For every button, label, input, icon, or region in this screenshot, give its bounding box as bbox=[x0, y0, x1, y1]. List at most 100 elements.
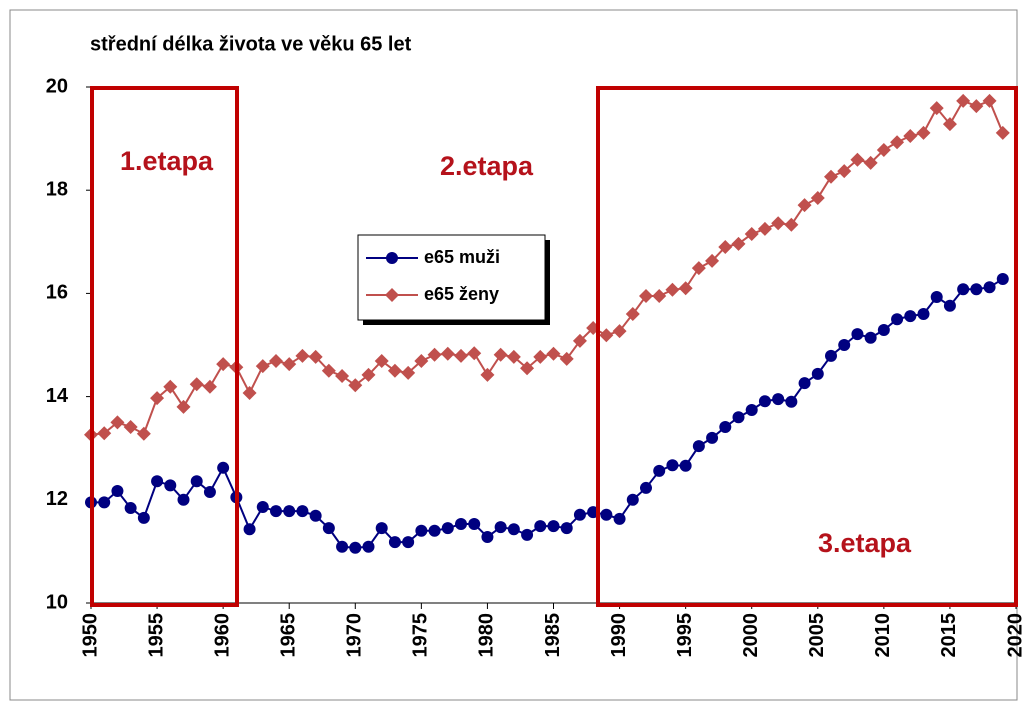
marker bbox=[983, 281, 996, 294]
marker bbox=[124, 502, 137, 515]
marker bbox=[864, 331, 877, 344]
marker bbox=[242, 385, 257, 400]
marker bbox=[348, 378, 363, 393]
marker bbox=[732, 411, 745, 424]
marker bbox=[402, 536, 415, 549]
x-tick-label: 1990 bbox=[608, 613, 630, 658]
marker bbox=[123, 420, 138, 435]
marker bbox=[996, 272, 1009, 285]
marker bbox=[851, 328, 864, 341]
marker bbox=[190, 475, 203, 488]
marker bbox=[572, 333, 587, 348]
marker bbox=[877, 324, 890, 337]
marker bbox=[150, 391, 165, 406]
marker bbox=[506, 349, 521, 364]
marker bbox=[837, 164, 852, 179]
marker bbox=[784, 217, 799, 232]
marker bbox=[758, 395, 771, 408]
marker bbox=[995, 125, 1010, 140]
marker bbox=[573, 508, 586, 521]
marker bbox=[309, 509, 322, 522]
x-tick-label: 1995 bbox=[674, 613, 696, 658]
marker bbox=[387, 363, 402, 378]
marker bbox=[534, 520, 547, 533]
marker bbox=[692, 440, 705, 453]
marker bbox=[903, 129, 918, 144]
y-tick-label: 18 bbox=[46, 178, 68, 200]
marker bbox=[177, 493, 190, 506]
marker bbox=[428, 524, 441, 537]
marker bbox=[957, 283, 970, 296]
x-tick-label: 1955 bbox=[145, 613, 167, 658]
chart-title: střední délka života ve věku 65 let bbox=[90, 33, 412, 55]
x-tick-label: 1980 bbox=[476, 613, 498, 658]
marker bbox=[137, 511, 150, 524]
marker bbox=[151, 475, 164, 488]
marker bbox=[678, 281, 693, 296]
marker bbox=[810, 190, 825, 205]
marker bbox=[929, 101, 944, 116]
y-tick-label: 20 bbox=[46, 75, 68, 97]
marker bbox=[705, 253, 720, 268]
marker bbox=[480, 367, 495, 382]
marker bbox=[930, 291, 943, 304]
marker bbox=[890, 135, 905, 150]
marker bbox=[559, 351, 574, 366]
marker bbox=[719, 421, 732, 434]
x-tick-label: 1950 bbox=[79, 613, 101, 658]
marker bbox=[772, 393, 785, 406]
marker bbox=[825, 349, 837, 362]
marker bbox=[731, 236, 746, 251]
marker bbox=[217, 461, 230, 474]
marker bbox=[917, 308, 930, 321]
marker bbox=[706, 431, 719, 444]
series-line bbox=[90, 99, 1004, 436]
marker bbox=[427, 347, 442, 362]
marker bbox=[362, 540, 375, 553]
marker bbox=[785, 395, 798, 408]
x-tick-label: 2010 bbox=[872, 613, 894, 658]
marker bbox=[336, 540, 349, 553]
x-tick-label: 2005 bbox=[806, 613, 828, 658]
marker bbox=[308, 349, 323, 364]
x-tick-label: 2020 bbox=[1004, 613, 1026, 658]
x-tick-label: 1975 bbox=[410, 613, 432, 658]
marker bbox=[388, 536, 401, 549]
marker bbox=[321, 363, 336, 378]
x-tick-label: 1970 bbox=[344, 613, 366, 658]
marker bbox=[533, 349, 548, 364]
marker bbox=[613, 512, 626, 525]
marker bbox=[652, 288, 667, 303]
marker bbox=[270, 505, 282, 518]
marker bbox=[863, 155, 878, 170]
marker bbox=[850, 152, 865, 167]
marker bbox=[757, 221, 772, 236]
marker bbox=[666, 459, 679, 472]
stage-box bbox=[596, 86, 1018, 607]
marker bbox=[626, 493, 639, 506]
marker bbox=[454, 348, 468, 363]
x-tick-label: 1985 bbox=[542, 613, 564, 658]
marker bbox=[982, 93, 997, 108]
marker bbox=[546, 346, 561, 361]
marker bbox=[600, 508, 613, 521]
marker bbox=[494, 521, 507, 534]
marker bbox=[97, 426, 112, 441]
marker bbox=[970, 283, 983, 296]
marker bbox=[942, 117, 957, 132]
y-tick-label: 12 bbox=[46, 488, 68, 510]
marker bbox=[335, 368, 350, 383]
marker bbox=[243, 523, 256, 536]
marker bbox=[282, 357, 297, 372]
stage-box bbox=[90, 86, 239, 607]
marker bbox=[203, 486, 216, 499]
marker bbox=[455, 518, 467, 531]
legend-marker bbox=[385, 288, 399, 302]
marker bbox=[640, 481, 652, 494]
marker bbox=[481, 530, 494, 543]
marker bbox=[904, 310, 917, 323]
marker bbox=[653, 464, 666, 477]
marker bbox=[440, 346, 455, 361]
marker bbox=[969, 99, 984, 114]
x-tick-label: 1960 bbox=[211, 613, 233, 658]
